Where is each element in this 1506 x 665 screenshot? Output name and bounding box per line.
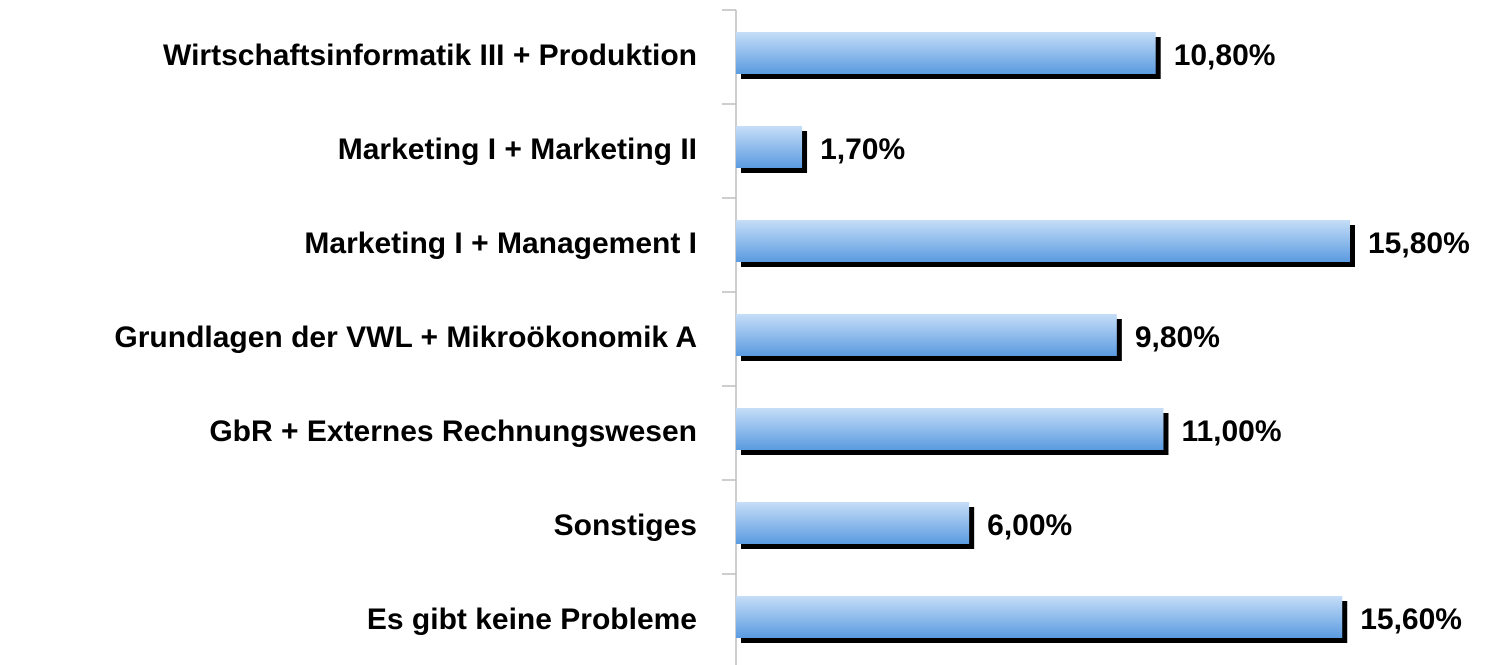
value-label: 15,80% [1368, 227, 1470, 260]
category-label: GbR + Externes Rechnungswesen [209, 415, 697, 448]
bar [736, 502, 970, 544]
category-label: Marketing I + Marketing II [338, 133, 697, 166]
bar [736, 126, 803, 168]
bar [736, 220, 1350, 262]
category-label: Wirtschaftsinformatik III + Produktion [163, 39, 697, 72]
value-label: 15,60% [1360, 603, 1462, 636]
value-label: 1,70% [820, 133, 905, 166]
bar [736, 408, 1164, 450]
bar [736, 32, 1156, 74]
category-label: Marketing I + Management I [304, 227, 697, 260]
category-label: Sonstiges [554, 509, 697, 542]
value-label: 11,00% [1181, 415, 1281, 448]
value-label: 9,80% [1135, 321, 1220, 354]
value-label: 10,80% [1174, 39, 1276, 72]
value-label: 6,00% [987, 509, 1072, 542]
category-label: Grundlagen der VWL + Mikroökonomik A [114, 321, 697, 354]
bar [736, 596, 1343, 638]
bar [736, 314, 1117, 356]
category-label: Es gibt keine Probleme [367, 603, 697, 636]
